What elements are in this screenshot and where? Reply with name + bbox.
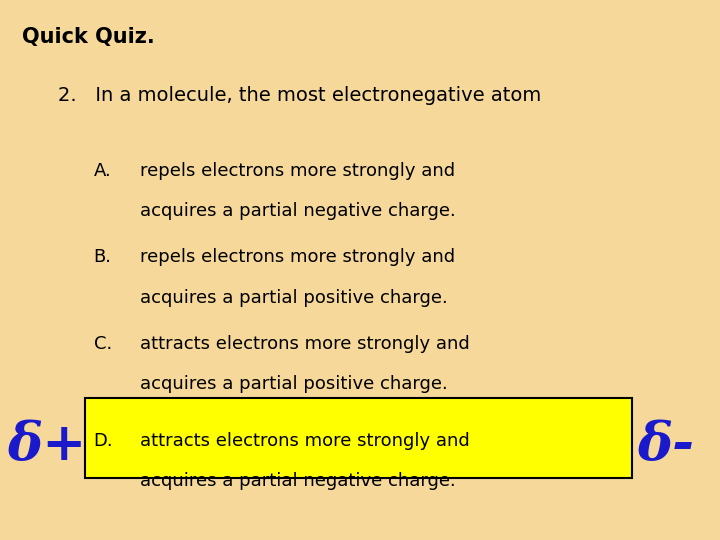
Text: acquires a partial positive charge.: acquires a partial positive charge. (140, 289, 448, 307)
Text: δ+: δ+ (7, 420, 86, 471)
Text: δ-: δ- (637, 420, 694, 471)
Text: attracts electrons more strongly and: attracts electrons more strongly and (140, 432, 470, 450)
Text: Quick Quiz.: Quick Quiz. (22, 27, 154, 47)
Text: C.: C. (94, 335, 112, 353)
FancyBboxPatch shape (85, 398, 632, 478)
Text: attracts electrons more strongly and: attracts electrons more strongly and (140, 335, 470, 353)
Text: A.: A. (94, 162, 112, 180)
Text: D.: D. (94, 432, 113, 450)
Text: B.: B. (94, 248, 112, 266)
Text: acquires a partial negative charge.: acquires a partial negative charge. (140, 202, 456, 220)
Text: repels electrons more strongly and: repels electrons more strongly and (140, 162, 456, 180)
Text: acquires a partial positive charge.: acquires a partial positive charge. (140, 375, 448, 393)
Text: 2.   In a molecule, the most electronegative atom: 2. In a molecule, the most electronegati… (58, 86, 541, 105)
Text: repels electrons more strongly and: repels electrons more strongly and (140, 248, 456, 266)
Text: acquires a partial negative charge.: acquires a partial negative charge. (140, 472, 456, 490)
